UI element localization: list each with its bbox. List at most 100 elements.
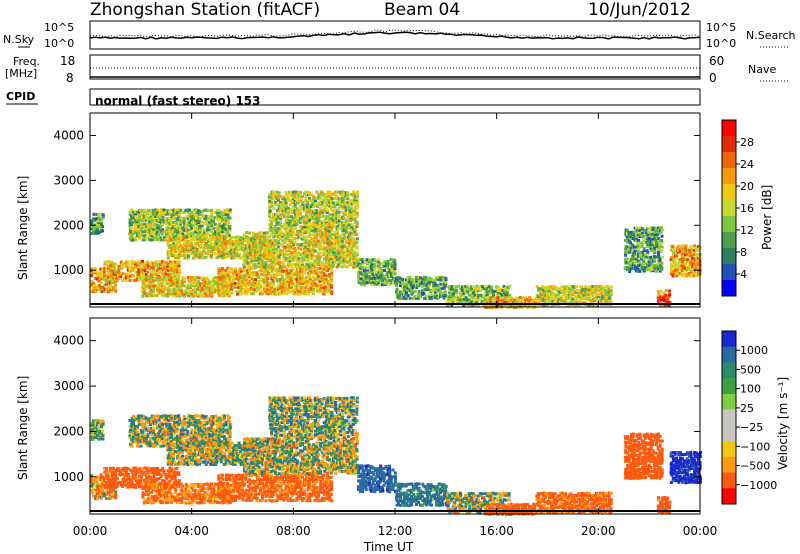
colorbar-tick-label: 25 [740, 402, 754, 415]
nsearch-tick-bottom: 10^0 [706, 37, 737, 50]
velocity-colorbar-label: Velocity [m s⁻¹] [776, 376, 790, 470]
colorbar-swatch [722, 362, 736, 379]
scatter-cells [90, 396, 703, 516]
echo-patch [395, 482, 448, 507]
y-tick-label: 4000 [53, 128, 84, 142]
echo-patch [90, 418, 105, 441]
nsky-tick-top: 10^5 [44, 21, 75, 34]
echo-patch [268, 396, 359, 439]
echo-patch [242, 437, 359, 476]
freq-tick-bottom: 8 [66, 71, 74, 85]
cpid-label: CPID [6, 90, 36, 103]
colorbar-swatch [722, 200, 736, 217]
colorbar-swatch [722, 472, 736, 489]
colorbar-swatch [722, 346, 736, 363]
nsearch-tick-top: 10^5 [706, 21, 737, 34]
colorbar-tick-label: −1000 [740, 479, 777, 492]
y-tick-label: 2000 [53, 424, 84, 438]
colorbar-swatch [722, 378, 736, 395]
colorbar-swatch [722, 393, 736, 411]
echo-patch [669, 244, 702, 278]
echo-patch [356, 464, 397, 494]
colorbar-swatch [722, 232, 736, 249]
echo-patch [217, 266, 334, 296]
colorbar-tick-label: −25 [740, 421, 763, 434]
colorbar-swatch [722, 216, 736, 233]
beam-title: Beam 04 [384, 0, 461, 20]
x-axis: 00:00 04:00 08:00 12:00 16:00 20:00 00:00 [73, 113, 718, 538]
echo-patch [267, 190, 359, 233]
echo-patch [140, 275, 232, 298]
colorbar-tick-label: 28 [740, 136, 754, 149]
echo-patch [535, 284, 613, 307]
colorbar-tick-label: 4 [740, 268, 747, 281]
velocity-panel: 1000 2000 3000 4000 [53, 317, 703, 516]
echo-patch [623, 432, 664, 480]
freq-label: Freq. [13, 55, 41, 68]
colorbar-swatch [722, 488, 736, 505]
power-ylabel: Slant Range [km] [16, 175, 30, 280]
colorbar-swatch [722, 264, 736, 281]
colorbar-tick-label: −500 [740, 460, 770, 473]
y-tick-label: 2000 [53, 218, 84, 232]
nave-tick-top: 60 [709, 54, 725, 68]
nsky-series-line [89, 31, 701, 40]
colorbar-swatch [722, 331, 736, 348]
colorbar-swatch [722, 168, 736, 185]
power-panel: 1000 2000 3000 4000 [53, 112, 702, 310]
echo-patch [102, 466, 181, 489]
x-tick-label: 04:00 [174, 524, 209, 538]
colorbar-swatch [722, 248, 736, 265]
colorbar-swatch [722, 152, 736, 169]
power-colorbar: 28 24 20 16 12 8 4 [721, 119, 754, 297]
nave-label: Nave [748, 63, 777, 76]
date-title: 10/Jun/2012 [588, 0, 691, 20]
freq-tick-top: 18 [60, 54, 76, 68]
echo-patch [623, 226, 664, 273]
x-tick-label: 08:00 [276, 524, 311, 538]
x-axis-title: Time UT [364, 540, 414, 554]
x-tick-label: 12:00 [378, 524, 413, 538]
colorbar-swatch [722, 120, 736, 137]
nsearch-label: N.Search [746, 29, 796, 42]
power-colorbar-label: Power [dB] [760, 184, 774, 250]
echo-patch [90, 212, 105, 235]
colorbar-swatch [722, 425, 736, 442]
station-title: Zhongshan Station (fitACF) [90, 0, 321, 20]
x-tick-label: 00:00 [73, 524, 108, 538]
y-tick-label: 3000 [53, 379, 84, 393]
colorbar-swatch [722, 441, 736, 458]
nsky-panel [18, 20, 790, 50]
colorbar-swatch [722, 409, 736, 426]
nave-tick-bottom: 0 [709, 71, 717, 85]
colorbar-tick-label: 500 [740, 363, 761, 376]
colorbar-tick-label: 24 [740, 158, 754, 171]
velocity-ylabel: Slant Range [km] [16, 375, 30, 480]
cpid-mode: normal (fast stereo) 153 [95, 94, 261, 108]
y-tick-label: 1000 [53, 470, 84, 484]
echo-patch [356, 257, 397, 287]
y-tick-label: 4000 [53, 334, 84, 348]
freq-panel [89, 54, 790, 82]
velocity-colorbar: 1000 500 100 25 −25 −100 −500 −1000 [721, 330, 777, 505]
colorbar-tick-label: 100 [740, 383, 761, 396]
echo-patch [669, 450, 703, 485]
freq-unit-label: [MHz] [5, 67, 38, 80]
colorbar-swatch [722, 280, 736, 297]
nsky-label: N.Sky [3, 33, 35, 46]
y-tick-label: 3000 [53, 173, 84, 187]
scatter-cells [90, 190, 702, 310]
cpid-panel [6, 88, 701, 106]
y-tick-label: 1000 [53, 263, 84, 277]
colorbar-swatch [722, 456, 736, 473]
colorbar-tick-label: 1000 [740, 344, 768, 357]
colorbar-tick-label: 16 [740, 202, 754, 215]
colorbar-tick-label: 12 [740, 224, 754, 237]
x-tick-label: 00:00 [683, 524, 718, 538]
nsky-tick-bottom: 10^0 [44, 37, 75, 50]
echo-patch [395, 275, 448, 301]
colorbar-swatch [722, 184, 736, 201]
x-tick-label: 20:00 [581, 524, 616, 538]
colorbar-tick-label: −100 [740, 440, 770, 453]
